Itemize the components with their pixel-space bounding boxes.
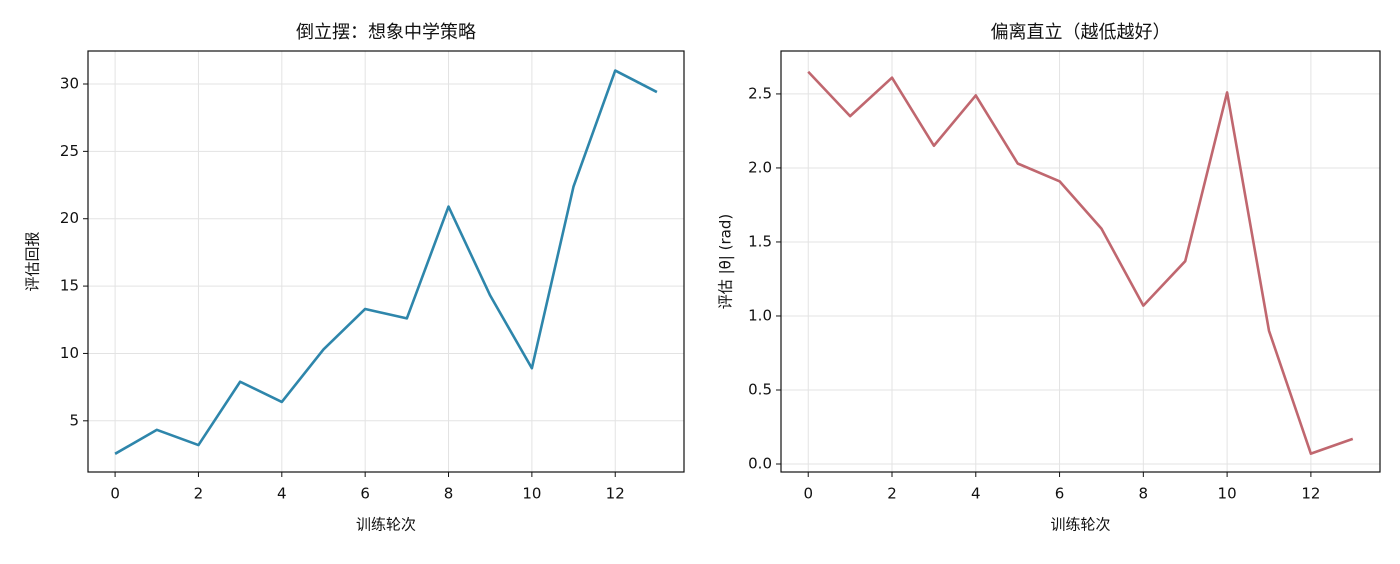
axes-frame	[780, 50, 1381, 473]
y-axis-label: 评估 |θ| (rad)	[717, 214, 735, 309]
x-tick-label: 12	[1301, 485, 1320, 503]
x-tick-label: 6	[360, 485, 370, 503]
y-tick-label: 20	[60, 209, 79, 227]
x-tick-label: 8	[1139, 485, 1149, 503]
y-tick-label: 25	[60, 142, 79, 160]
x-tick-label: 6	[1055, 485, 1065, 503]
axes-frame	[87, 50, 685, 473]
y-tick-label: 1.5	[748, 232, 772, 250]
x-tick-label: 8	[444, 485, 454, 503]
y-tick-label: 15	[60, 277, 79, 295]
y-axis-label: 评估回报	[24, 231, 42, 291]
y-tick-label: 2.0	[748, 158, 772, 176]
chart-title: 倒立摆：想象中学策略	[296, 22, 476, 43]
x-tick-label: 10	[522, 485, 541, 503]
data-line	[114, 69, 658, 455]
y-tick-label: 1.0	[748, 306, 772, 324]
x-tick-label: 4	[277, 485, 287, 503]
x-tick-label: 4	[971, 485, 981, 503]
y-tick-label: 0.0	[748, 455, 772, 473]
y-tick-label: 10	[60, 344, 79, 362]
data-line	[807, 70, 1354, 455]
y-tick-label: 30	[60, 75, 79, 93]
x-tick-label: 0	[803, 485, 813, 503]
x-tick-label: 12	[606, 485, 625, 503]
x-tick-label: 2	[194, 485, 204, 503]
x-tick-label: 0	[110, 485, 120, 503]
y-tick-label: 5	[69, 411, 79, 429]
x-tick-label: 2	[887, 485, 897, 503]
y-tick-label: 0.5	[748, 380, 772, 398]
x-axis-label: 训练轮次	[356, 516, 416, 534]
x-axis-label: 训练轮次	[1050, 516, 1110, 534]
y-tick-label: 2.5	[748, 84, 772, 102]
chart-title: 偏离直立（越低越好）	[991, 22, 1171, 43]
x-tick-label: 10	[1218, 485, 1237, 503]
